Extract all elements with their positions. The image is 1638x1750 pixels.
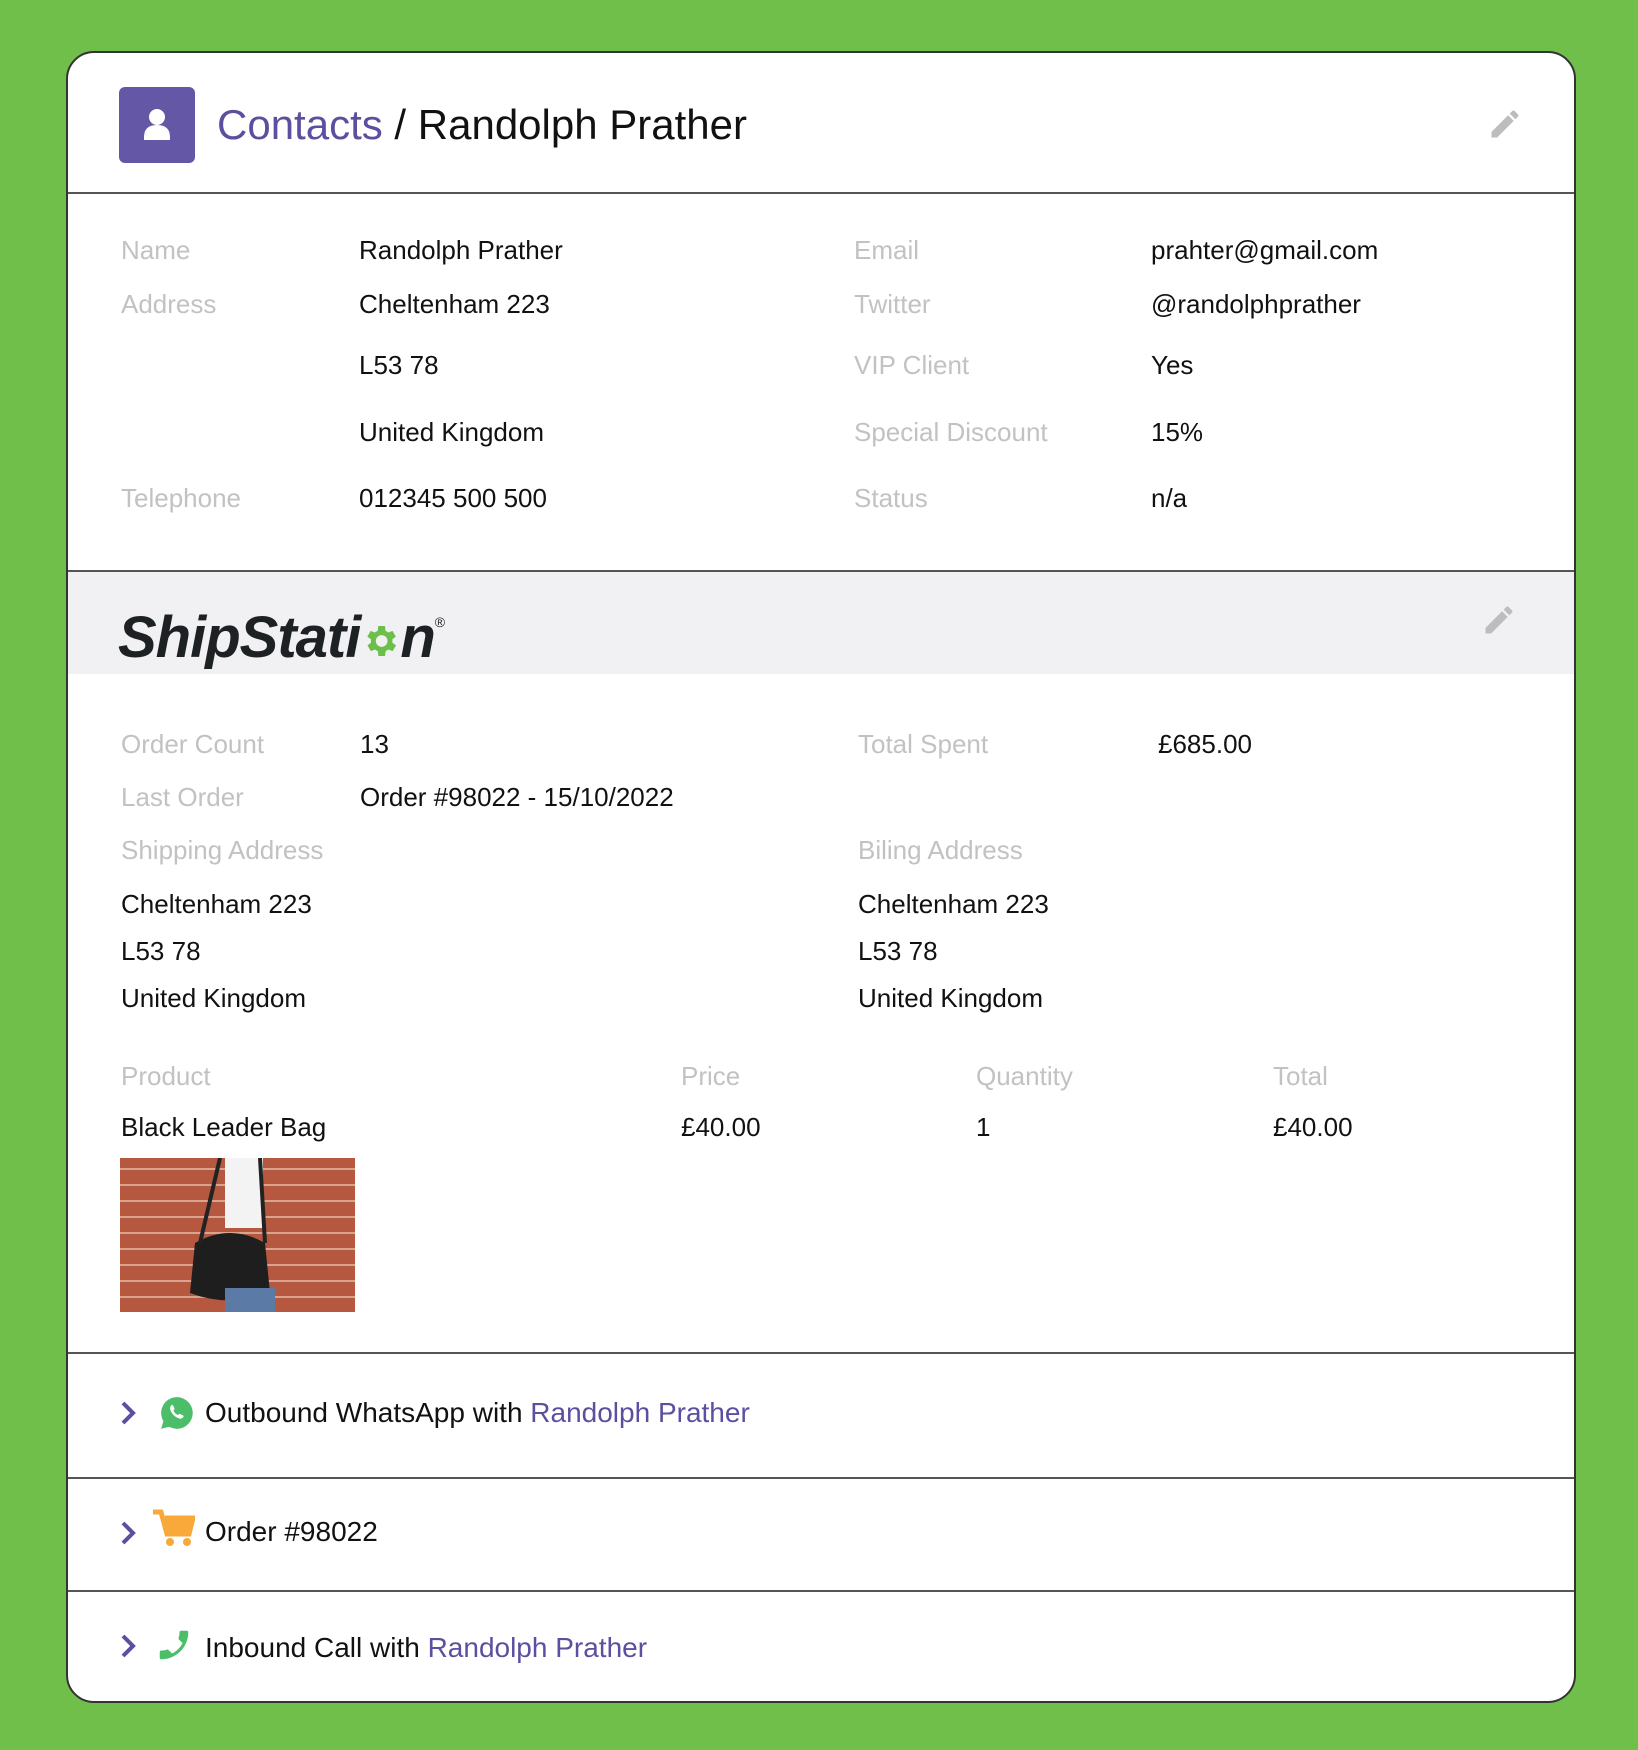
chevron-right-icon[interactable] bbox=[118, 1632, 138, 1660]
address-line: Cheltenham 223 bbox=[359, 289, 550, 319]
billing-address-line: Cheltenham 223 bbox=[858, 889, 1049, 919]
activity-text: Outbound WhatsApp with Randolph Prather bbox=[205, 1397, 750, 1428]
activity-text: Order #98022 bbox=[205, 1516, 378, 1547]
billing-address-line: L53 78 bbox=[858, 936, 938, 966]
activity-row-whatsapp[interactable]: Outbound WhatsApp with Randolph Prather bbox=[68, 1353, 1574, 1475]
phone-icon bbox=[159, 1630, 189, 1660]
last-order-value: Order #98022 - 15/10/2022 bbox=[360, 782, 674, 812]
name-value: Randolph Prather bbox=[359, 235, 563, 265]
last-order-label: Last Order bbox=[121, 782, 244, 812]
status-label: Status bbox=[854, 483, 928, 513]
activity-row-order[interactable]: Order #98022 bbox=[68, 1479, 1574, 1591]
discount-label: Special Discount bbox=[854, 417, 1048, 447]
contact-avatar-icon bbox=[119, 87, 195, 163]
total-spent-value: £685.00 bbox=[1158, 729, 1252, 759]
chevron-right-icon[interactable] bbox=[118, 1399, 138, 1427]
shipstation-header: ShipStati n® bbox=[68, 570, 1574, 674]
product-name: Black Leader Bag bbox=[121, 1112, 327, 1142]
whatsapp-icon bbox=[161, 1397, 193, 1429]
product-price: £40.00 bbox=[681, 1112, 761, 1142]
contact-link[interactable]: Randolph Prather bbox=[427, 1632, 648, 1663]
page-title: Randolph Prather bbox=[417, 101, 747, 148]
shipping-address-line: United Kingdom bbox=[121, 983, 306, 1013]
address-label: Address bbox=[121, 289, 217, 319]
activity-text: Inbound Call with Randolph Prather bbox=[205, 1632, 648, 1663]
email-value: prahter@gmail.com bbox=[1151, 235, 1379, 265]
shipping-address-label: Shipping Address bbox=[121, 835, 324, 865]
discount-value: 15% bbox=[1151, 417, 1204, 447]
product-image bbox=[120, 1158, 355, 1312]
vip-value: Yes bbox=[1151, 350, 1194, 380]
pencil-icon[interactable] bbox=[1487, 106, 1523, 142]
contact-card: Contacts / Randolph Prather Name Randolp… bbox=[66, 51, 1576, 1703]
cart-icon bbox=[153, 1509, 195, 1546]
billing-address-label: Biling Address bbox=[858, 835, 1023, 865]
twitter-label: Twitter bbox=[854, 289, 931, 319]
order-count-label: Order Count bbox=[121, 729, 265, 759]
name-label: Name bbox=[121, 235, 191, 265]
breadcrumb-contacts-link[interactable]: Contacts bbox=[217, 101, 383, 148]
price-header: Price bbox=[681, 1061, 741, 1091]
vip-label: VIP Client bbox=[854, 350, 970, 380]
address-line: L53 78 bbox=[359, 350, 439, 380]
breadcrumb: Contacts / Randolph Prather bbox=[217, 100, 747, 150]
product-quantity: 1 bbox=[976, 1112, 991, 1142]
status-value: n/a bbox=[1151, 483, 1188, 513]
activity-row-call[interactable]: Inbound Call with Randolph Prather bbox=[68, 1592, 1574, 1701]
email-label: Email bbox=[854, 235, 920, 265]
quantity-header: Quantity bbox=[976, 1061, 1073, 1091]
address-line: United Kingdom bbox=[359, 417, 544, 447]
twitter-value: @randolphprather bbox=[1151, 289, 1361, 319]
pencil-icon[interactable] bbox=[1481, 602, 1517, 638]
breadcrumb-separator: / bbox=[394, 101, 407, 148]
shipping-address-line: L53 78 bbox=[121, 936, 201, 966]
product-total: £40.00 bbox=[1273, 1112, 1353, 1142]
shipping-address-line: Cheltenham 223 bbox=[121, 889, 312, 919]
total-spent-label: Total Spent bbox=[858, 729, 989, 759]
telephone-value: 012345 500 500 bbox=[359, 483, 547, 513]
chevron-right-icon[interactable] bbox=[118, 1519, 138, 1547]
shipstation-logo: ShipStati n® bbox=[118, 605, 445, 670]
order-count-value: 13 bbox=[360, 729, 389, 759]
contact-link[interactable]: Randolph Prather bbox=[530, 1397, 750, 1428]
billing-address-line: United Kingdom bbox=[858, 983, 1043, 1013]
total-header: Total bbox=[1273, 1061, 1328, 1091]
telephone-label: Telephone bbox=[121, 483, 241, 513]
product-header: Product bbox=[121, 1061, 211, 1091]
